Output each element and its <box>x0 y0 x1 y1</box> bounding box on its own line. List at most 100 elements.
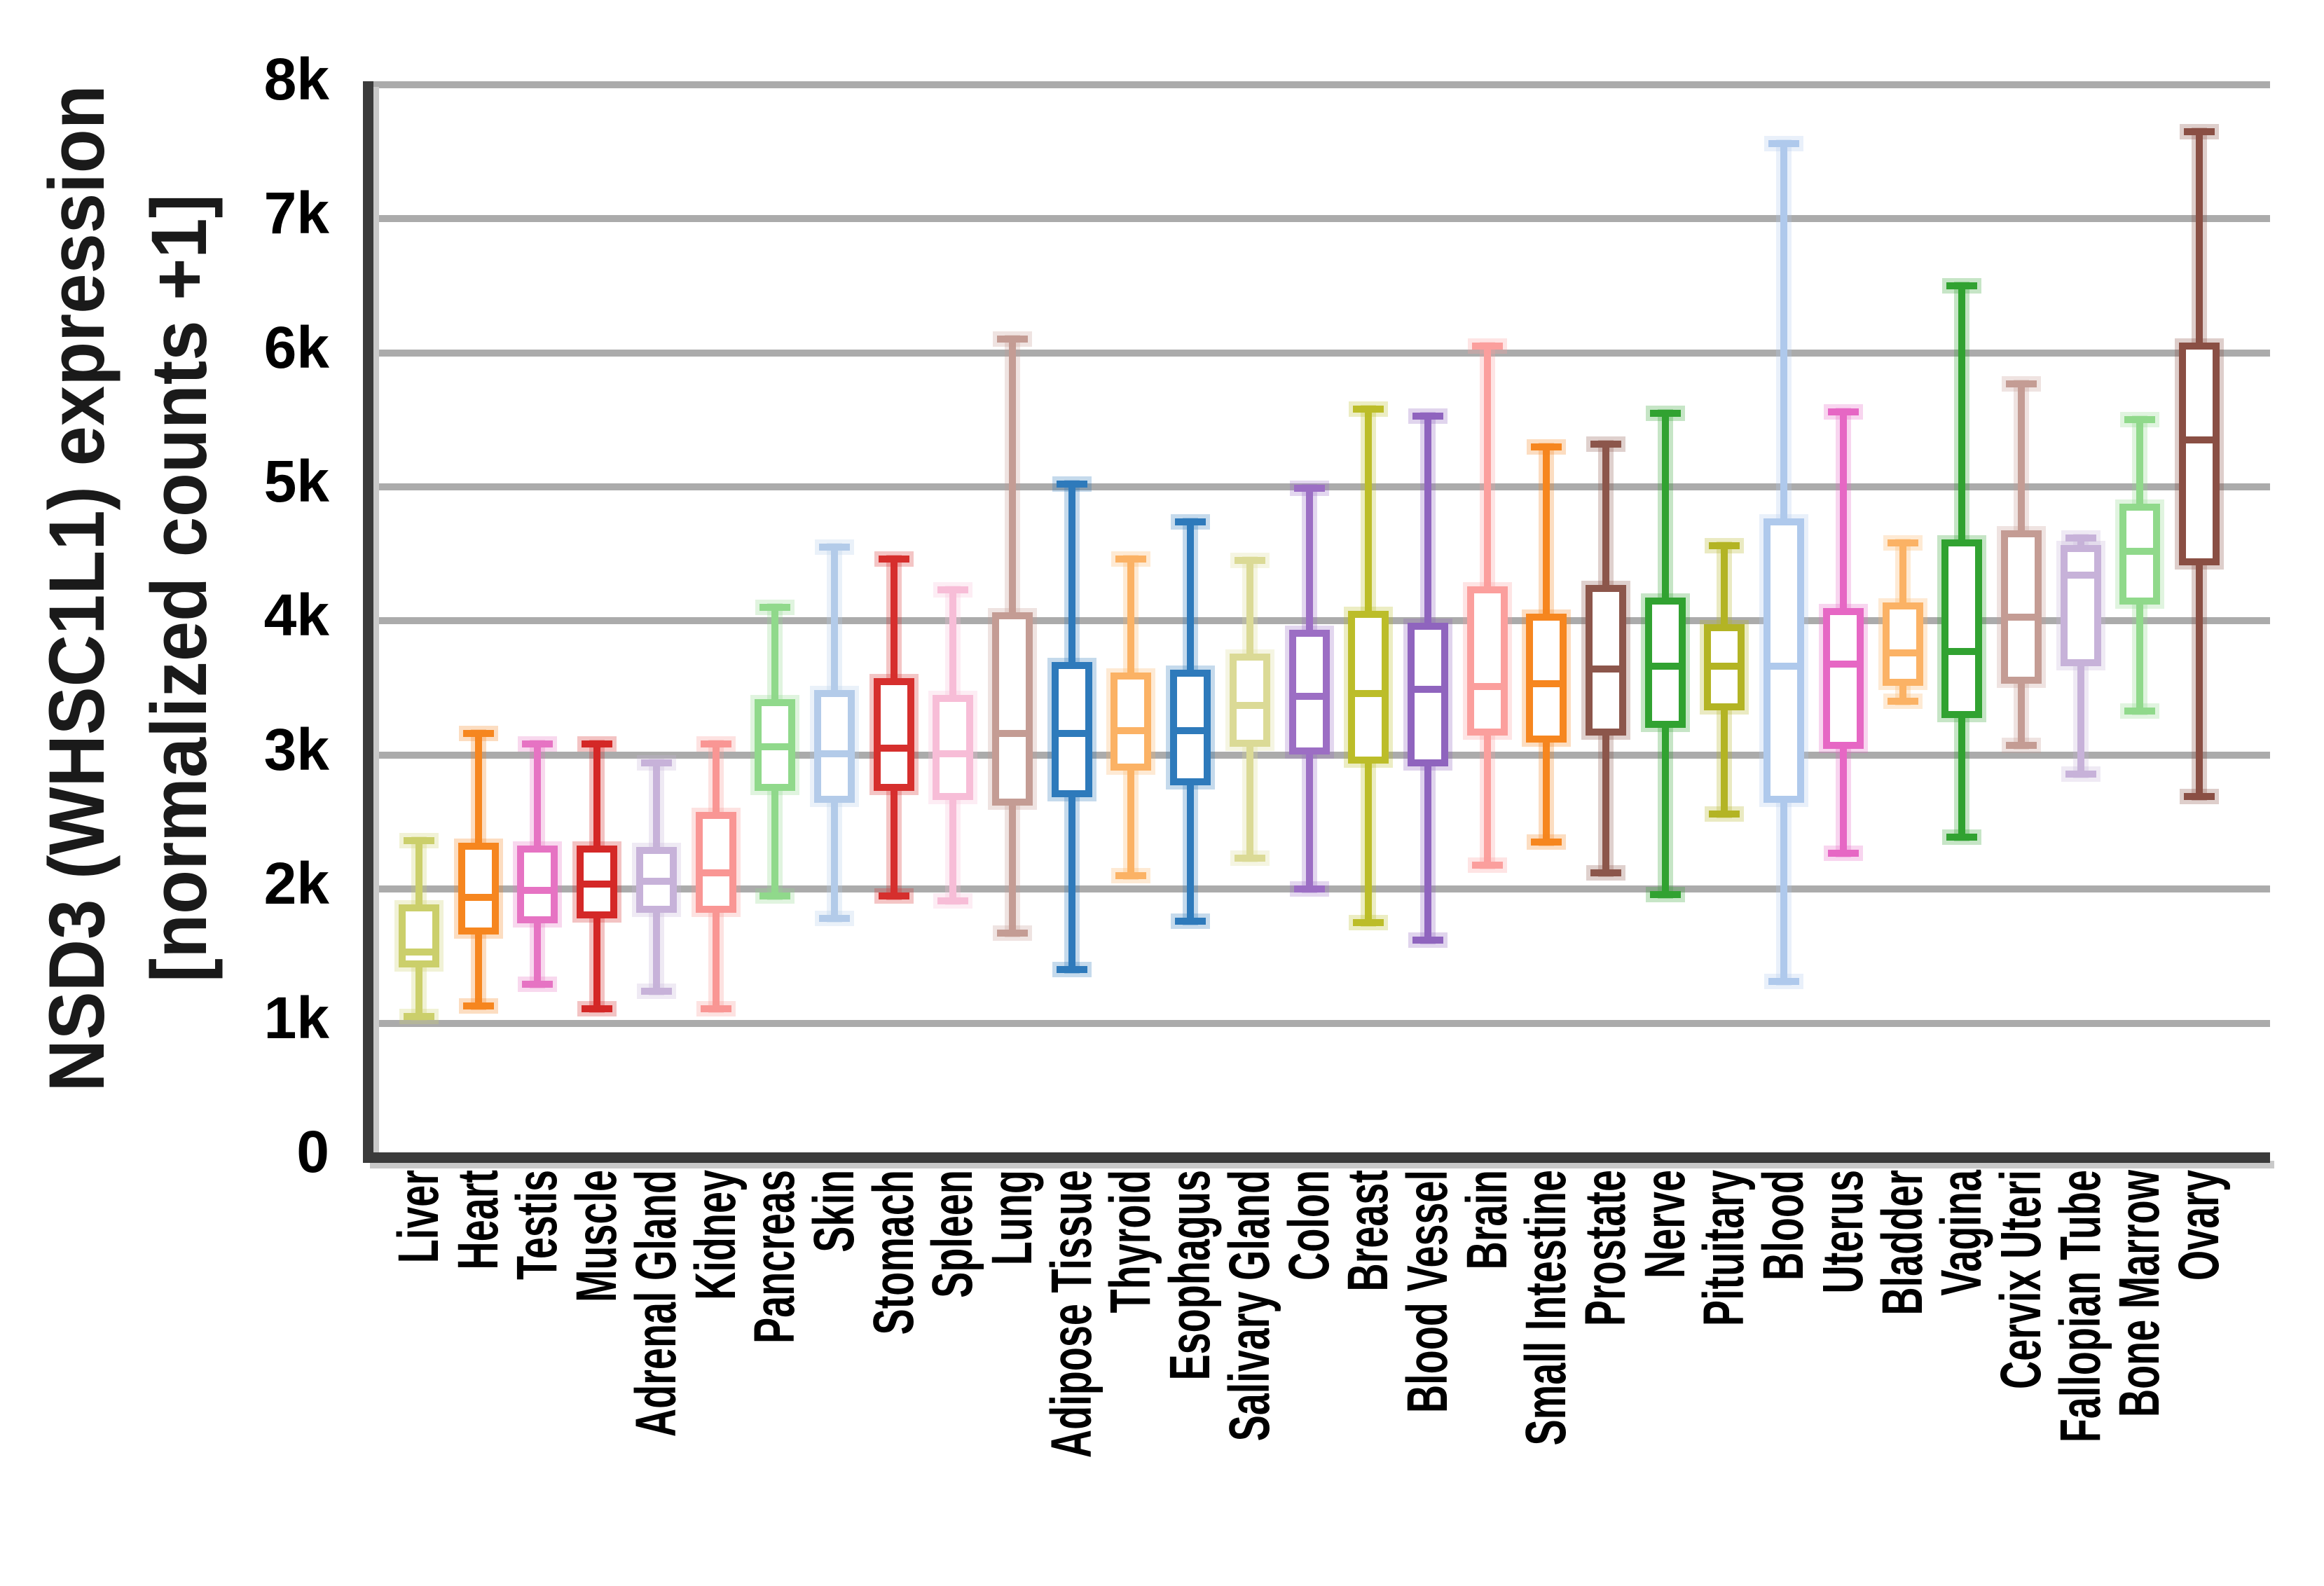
box-whisker-cap-bottom <box>2065 770 2096 778</box>
box-median-line <box>584 880 611 888</box>
box-median-line <box>2126 547 2154 555</box>
x-category-label-text: Skin <box>802 1170 866 1253</box>
box-iqr <box>2179 343 2220 566</box>
box-whisker-cap-top <box>1234 557 1265 565</box>
x-category-label-text: Bladder <box>1870 1170 1934 1316</box>
box-median-line <box>1236 701 1263 709</box>
box-whisker-cap-top <box>1412 412 1443 420</box>
x-category-label-text: Stomach <box>861 1170 926 1335</box>
box-median-line <box>1118 727 1145 735</box>
box-median-line <box>524 887 551 895</box>
box-whisker-cap-bottom <box>1412 936 1443 944</box>
box-whisker-cap-bottom <box>1175 918 1206 925</box>
box-whisker-cap-top <box>878 556 909 563</box>
box-whisker-cap-top <box>759 604 791 612</box>
box-whisker-cap-bottom <box>1471 861 1503 869</box>
box-median-line <box>820 750 848 757</box>
box-median-line <box>1177 727 1204 735</box>
box-median-line <box>702 869 729 877</box>
box-whisker-cap-top <box>1353 405 1384 413</box>
box-whisker-cap-bottom <box>1234 855 1265 862</box>
box-iqr <box>813 689 855 803</box>
y-tick-label: 6k <box>263 314 329 380</box>
box-whisker-cap-bottom <box>1827 849 1859 857</box>
x-category-label-text: Salivary Gland <box>1217 1170 1281 1442</box>
x-category-label-text: Uterus <box>1810 1170 1875 1294</box>
box-whisker-cap-top <box>1590 440 1621 448</box>
box-median-line <box>1593 666 1619 673</box>
box-median-line <box>2007 613 2035 621</box>
y-tick-label: 1k <box>263 984 329 1051</box>
box-iqr <box>1229 654 1270 747</box>
box-median-line <box>1355 689 1382 697</box>
box-whisker-cap-bottom <box>1293 885 1325 893</box>
grid-line <box>373 617 2270 625</box>
box-whisker-cap-bottom <box>1649 890 1681 898</box>
box-whisker-cap-top <box>462 730 494 738</box>
box-whisker-cap-top <box>2124 416 2156 424</box>
box-median-line <box>465 893 492 901</box>
box-median-line <box>999 730 1026 738</box>
x-category-label-text: Muscle <box>565 1170 629 1303</box>
box-iqr <box>1348 610 1389 764</box>
box-median-line <box>1414 686 1441 693</box>
box-whisker-cap-top <box>1709 542 1740 550</box>
box-median-line <box>1058 730 1085 738</box>
box-median-line <box>2067 572 2094 579</box>
box-iqr <box>1466 586 1508 736</box>
box-whisker-cap-bottom <box>1531 839 1562 846</box>
y-tick-label: 4k <box>263 582 329 649</box>
x-category-label-text: Esophagus <box>1158 1170 1223 1381</box>
y-tick-label: 0 <box>296 1119 329 1185</box>
y-tick-label: 3k <box>263 716 329 782</box>
y-tick-label: 7k <box>263 180 329 247</box>
box-median-line <box>762 743 789 751</box>
box-whisker-cap-bottom <box>700 1005 731 1012</box>
y-tick-label: 5k <box>263 448 329 514</box>
box-whisker-cap-top <box>2065 534 2096 542</box>
box-whisker-cap-bottom <box>1768 978 1800 986</box>
x-category-label-text: Breast <box>1336 1170 1401 1292</box>
y-tick-label: 2k <box>263 850 329 917</box>
box-whisker-cap-bottom <box>818 915 850 923</box>
x-category-label-text: Pituitary <box>1692 1170 1756 1327</box>
x-category-label-text: Brain <box>1455 1170 1519 1270</box>
box-median-line <box>1948 648 1976 656</box>
box-iqr <box>1288 629 1330 755</box>
box-whisker-cap-top <box>1946 282 1978 289</box>
x-category-label-text: Testis <box>505 1170 570 1281</box>
x-category-label-text: Blood <box>1752 1170 1816 1281</box>
x-category-label-text: Thyroid <box>1099 1170 1163 1313</box>
box-whisker-cap-bottom <box>1709 811 1740 818</box>
box-median-line <box>1533 680 1560 688</box>
y-tick-label: 8k <box>263 46 329 112</box>
box-median-line <box>642 877 670 885</box>
box-whisker-cap-top <box>1649 409 1681 417</box>
box-median-line <box>1651 663 1679 670</box>
box-iqr <box>2000 530 2042 684</box>
box-whisker-cap-bottom <box>878 892 909 899</box>
box-whisker-cap-top <box>1531 443 1562 450</box>
box-iqr <box>992 612 1033 806</box>
box-whisker-cap-top <box>1293 484 1325 492</box>
grid-line <box>373 1019 2270 1027</box>
box-iqr <box>1941 539 1983 719</box>
x-category-label-text: Kidney <box>683 1170 748 1300</box>
box-whisker-cap-top <box>2184 127 2215 135</box>
box-whisker-cap-bottom <box>640 987 672 995</box>
box-whisker-cap-top <box>700 740 731 748</box>
box-whisker-cap-bottom <box>997 930 1028 937</box>
x-category-label-text: Nerve <box>1632 1170 1697 1279</box>
x-category-label-text: Blood Vessel <box>1395 1170 1459 1414</box>
box-whisker-cap-bottom <box>1056 966 1087 974</box>
box-whisker-cap-top <box>937 586 969 594</box>
box-whisker-cap-top <box>818 544 850 551</box>
x-category-label-text: Liver <box>387 1170 451 1264</box>
x-category-label-text: Adrenal Gland <box>624 1170 688 1437</box>
grid-line <box>373 349 2270 357</box>
box-iqr <box>458 842 499 935</box>
grid-line <box>373 751 2270 759</box>
box-whisker-cap-top <box>404 837 434 845</box>
box-iqr <box>399 904 439 968</box>
